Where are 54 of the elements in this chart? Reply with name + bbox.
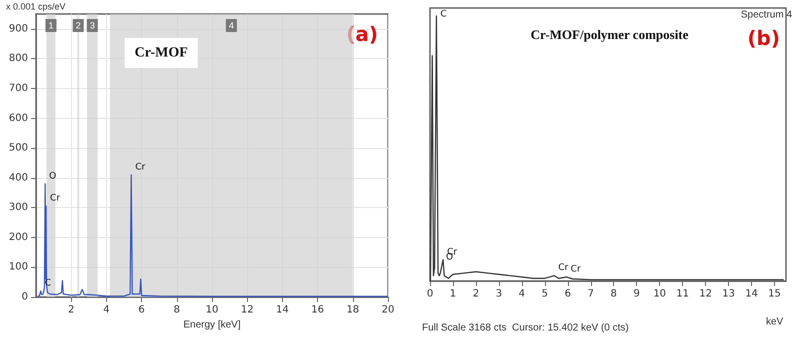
x-tick-label: 12: [699, 288, 712, 300]
x-tick-label: 11: [676, 288, 690, 300]
x-axis-title: Energy [keV]: [183, 319, 241, 330]
x-tick-label: 2: [472, 288, 480, 300]
x-tick-label: 14: [745, 288, 758, 300]
x-tick-label: 8: [174, 304, 180, 316]
y-tick-label: 400: [8, 172, 28, 184]
x-axis-title: keV: [766, 316, 784, 328]
x-tick-label: 10: [653, 288, 666, 300]
annotation: Cr: [558, 263, 569, 274]
x-tick-label: 18: [346, 304, 360, 316]
x-tick-label: 14: [276, 304, 289, 316]
annotation: Cr: [570, 264, 581, 275]
text: Full Scale 3168 cts Cursor: 15.402 keV (0 cts): [422, 322, 629, 334]
annotation: (b): [747, 26, 780, 50]
x-tick-label: 7: [588, 288, 594, 300]
y-tick-label: 500: [8, 142, 28, 154]
x-tick-label: 9: [634, 288, 640, 300]
x-tick-label: 5: [542, 288, 548, 300]
x-tick-label: 2: [68, 304, 74, 316]
x-tick-label: 16: [311, 304, 324, 316]
band-label: 2: [76, 20, 81, 30]
annotation: C: [440, 10, 447, 20]
annotation: Cr: [135, 162, 146, 172]
y-tick-label: 800: [8, 53, 28, 64]
x-tick-label: 0: [426, 288, 434, 300]
x-tick-label: 20: [382, 304, 394, 316]
annotation: Spectrum 4: [740, 10, 792, 20]
band-label: 4: [228, 20, 234, 30]
y-tick-label: 900: [8, 23, 28, 34]
annotation: O: [49, 171, 56, 182]
x-tick-label: 10: [206, 304, 218, 316]
x-tick-label: 6: [138, 304, 145, 316]
text: Cr-MOF/polymer composite: [530, 27, 689, 42]
band-label: 1: [48, 20, 54, 30]
x-tick-label: 6: [564, 288, 571, 300]
annotation: (a): [346, 22, 378, 46]
annotation: Cr: [50, 194, 60, 204]
x-tick-label: 3: [496, 288, 502, 300]
y-tick-label: 300: [8, 202, 28, 214]
x-tick-label: 1: [450, 288, 456, 300]
x-tick-label: 15: [768, 288, 781, 300]
x-tick-label: 13: [722, 288, 735, 300]
band-label: 3: [90, 20, 95, 30]
y-tick-label: 200: [8, 232, 28, 243]
x-tick-label: 8: [610, 288, 617, 300]
x-tick-label: 12: [240, 304, 254, 316]
y-tick-label: 600: [8, 112, 28, 124]
y-tick-label: 700: [8, 82, 28, 94]
x-tick-label: 4: [103, 304, 110, 316]
y-tick-label: 100: [8, 262, 28, 273]
y-axis-title: x 0.001 cps/eV: [6, 2, 66, 12]
x-tick-label: 4: [518, 288, 526, 300]
text: Cr-MOF: [134, 46, 188, 60]
